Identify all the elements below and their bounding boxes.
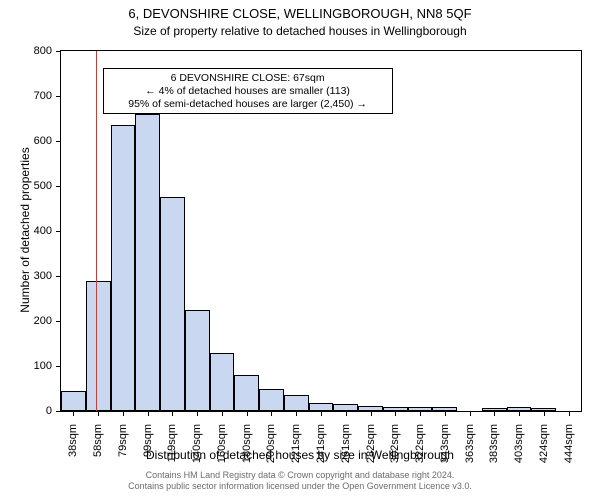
property-info-box: 6 DEVONSHIRE CLOSE: 67sqm← 4% of detache… xyxy=(103,68,393,114)
y-tick xyxy=(56,51,61,52)
reference-line xyxy=(96,51,97,411)
x-tick xyxy=(197,411,198,416)
y-tick xyxy=(56,231,61,232)
x-tick xyxy=(569,411,570,416)
histogram-bar xyxy=(86,281,111,412)
histogram-bar xyxy=(111,125,136,411)
y-tick xyxy=(56,321,61,322)
x-tick xyxy=(519,411,520,416)
info-box-line: 95% of semi-detached houses are larger (… xyxy=(108,98,388,111)
chart-plot-area: 010020030040050060070080038sqm58sqm79sqm… xyxy=(60,50,582,412)
x-tick xyxy=(544,411,545,416)
x-tick xyxy=(321,411,322,416)
y-tick xyxy=(56,141,61,142)
x-tick xyxy=(123,411,124,416)
x-tick xyxy=(470,411,471,416)
info-box-line: 6 DEVONSHIRE CLOSE: 67sqm xyxy=(108,72,388,85)
x-tick xyxy=(271,411,272,416)
y-tick-label: 800 xyxy=(22,45,52,57)
histogram-bar xyxy=(309,403,334,411)
info-box-line: ← 4% of detached houses are smaller (113… xyxy=(108,85,388,98)
y-tick-label: 400 xyxy=(22,225,52,237)
x-tick xyxy=(73,411,74,416)
x-axis-label: Distribution of detached houses by size … xyxy=(0,448,600,462)
license-line: Contains HM Land Registry data © Crown c… xyxy=(0,470,600,481)
histogram-bar xyxy=(135,114,160,411)
histogram-bar xyxy=(61,391,86,411)
x-tick xyxy=(148,411,149,416)
histogram-bar xyxy=(160,197,185,411)
y-tick-label: 700 xyxy=(22,90,52,102)
y-tick-label: 0 xyxy=(22,405,52,417)
y-tick xyxy=(56,366,61,367)
x-tick xyxy=(222,411,223,416)
license-text: Contains HM Land Registry data © Crown c… xyxy=(0,470,600,493)
y-tick-label: 600 xyxy=(22,135,52,147)
x-tick xyxy=(98,411,99,416)
y-tick-label: 500 xyxy=(22,180,52,192)
histogram-bar xyxy=(284,395,309,411)
histogram-bar xyxy=(185,310,210,411)
histogram-bar xyxy=(234,375,259,411)
y-tick-label: 100 xyxy=(22,360,52,372)
x-tick xyxy=(420,411,421,416)
y-tick-label: 200 xyxy=(22,315,52,327)
chart-subtitle: Size of property relative to detached ho… xyxy=(0,24,600,38)
y-tick xyxy=(56,186,61,187)
x-tick xyxy=(247,411,248,416)
license-line: Contains public sector information licen… xyxy=(0,481,600,492)
histogram-bar xyxy=(210,353,235,412)
x-tick xyxy=(346,411,347,416)
x-tick xyxy=(445,411,446,416)
y-tick xyxy=(56,276,61,277)
x-tick xyxy=(371,411,372,416)
x-tick xyxy=(395,411,396,416)
histogram-bar xyxy=(259,389,284,411)
chart-title: 6, DEVONSHIRE CLOSE, WELLINGBOROUGH, NN8… xyxy=(0,6,600,21)
x-tick xyxy=(172,411,173,416)
y-tick xyxy=(56,411,61,412)
y-tick-label: 300 xyxy=(22,270,52,282)
histogram-bar xyxy=(333,404,358,411)
y-tick xyxy=(56,96,61,97)
x-tick xyxy=(296,411,297,416)
x-tick xyxy=(494,411,495,416)
